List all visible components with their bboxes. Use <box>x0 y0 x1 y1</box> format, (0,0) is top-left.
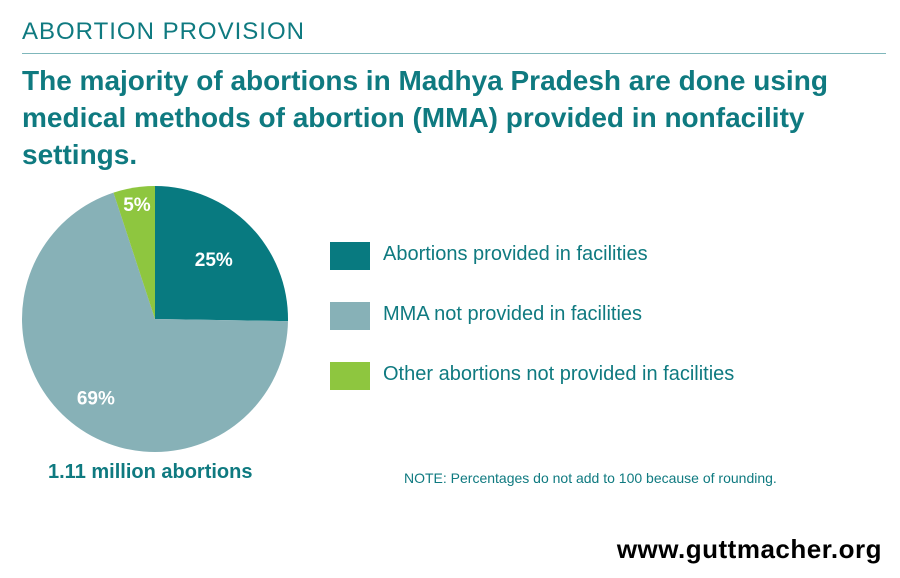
legend-swatch-mma <box>330 302 370 330</box>
section-label: ABORTION PROVISION <box>22 18 305 45</box>
pie-slice-facilities <box>155 186 288 322</box>
pie-label-other: 5% <box>123 195 151 216</box>
pie-slice-mma <box>21 192 288 452</box>
chart-title: The majority of abortions in Madhya Prad… <box>22 65 828 170</box>
pie-label-mma: 69% <box>77 388 115 409</box>
legend-label-facilities: Abortions provided in facilities <box>383 243 648 265</box>
rounding-note: NOTE: Percentages do not add to 100 beca… <box>404 470 777 486</box>
pie-label-facilities: 25% <box>195 250 233 271</box>
legend-label-other: Other abortions not provided in faciliti… <box>383 363 735 385</box>
website-url: www.guttmacher.org <box>616 534 882 564</box>
pie-chart: 25% 69% 5% <box>21 186 288 452</box>
pie-slice-other <box>113 186 155 319</box>
total-abortions-label: 1.11 million abortions <box>48 461 253 483</box>
legend-label-mma: MMA not provided in facilities <box>383 303 643 325</box>
legend-swatch-other <box>330 362 370 390</box>
divider <box>22 53 886 54</box>
legend-swatch-facilities <box>330 242 370 270</box>
